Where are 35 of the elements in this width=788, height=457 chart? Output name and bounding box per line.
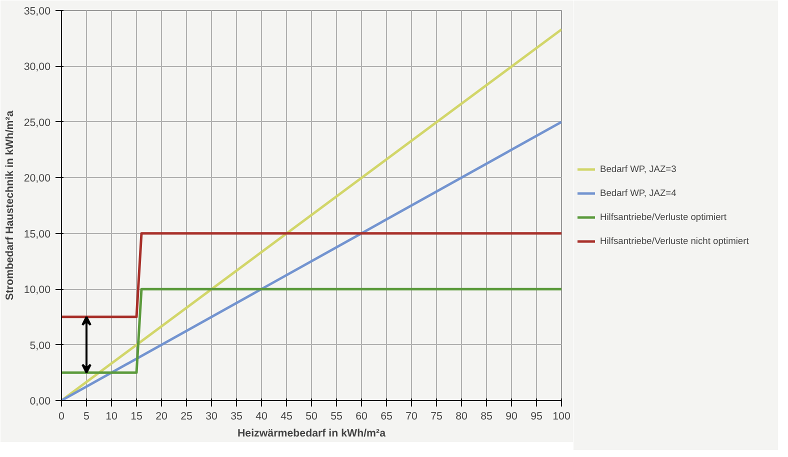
x-tick-label: 90 bbox=[506, 410, 518, 422]
x-tick-label: 75 bbox=[430, 410, 442, 422]
x-tick-label: 40 bbox=[256, 410, 268, 422]
y-tick-label: 0,00 bbox=[30, 396, 51, 408]
y-axis-title: Strombedarf Haustechnik in kWh/m²a bbox=[4, 110, 16, 300]
x-tick-label: 85 bbox=[480, 410, 492, 422]
x-tick-label: 80 bbox=[456, 410, 468, 422]
y-tick-label: 25,00 bbox=[24, 116, 51, 129]
x-tick-label: 45 bbox=[280, 410, 292, 422]
x-tick-label: 100 bbox=[552, 410, 570, 422]
y-tick-label: 20,00 bbox=[24, 172, 51, 185]
legend-label: Bedarf WP, JAZ=3 bbox=[600, 164, 676, 174]
legend-label: Hilfsantriebe/Verluste nicht optimiert bbox=[600, 236, 749, 246]
y-tick-label: 10,00 bbox=[24, 284, 51, 296]
x-tick-label: 20 bbox=[156, 410, 168, 422]
legend-label: Hilfsantriebe/Verluste optimiert bbox=[600, 212, 727, 222]
x-tick-label: 25 bbox=[180, 410, 192, 422]
x-tick-label: 0 bbox=[58, 410, 65, 422]
legend-label: Bedarf WP, JAZ=4 bbox=[600, 188, 676, 198]
x-tick-label: 35 bbox=[230, 410, 242, 422]
x-tick-label: 10 bbox=[106, 410, 118, 422]
x-tick-label: 30 bbox=[206, 410, 218, 422]
x-tick-label: 15 bbox=[130, 410, 142, 422]
x-tick-label: 60 bbox=[356, 410, 368, 422]
y-tick-label: 5,00 bbox=[30, 340, 51, 352]
x-tick-label: 95 bbox=[530, 410, 542, 422]
x-axis-title: Heizwärmebedarf in kWh/m²a bbox=[237, 428, 386, 440]
y-tick-label: 15,00 bbox=[24, 228, 51, 240]
x-tick-label: 5 bbox=[84, 410, 90, 422]
y-tick-label: 30,00 bbox=[24, 61, 51, 74]
x-tick-label: 65 bbox=[380, 410, 392, 422]
x-tick-label: 70 bbox=[406, 410, 418, 422]
x-tick-label: 55 bbox=[330, 410, 342, 422]
x-tick-label: 50 bbox=[306, 410, 318, 422]
y-tick-label: 35,00 bbox=[24, 6, 51, 18]
